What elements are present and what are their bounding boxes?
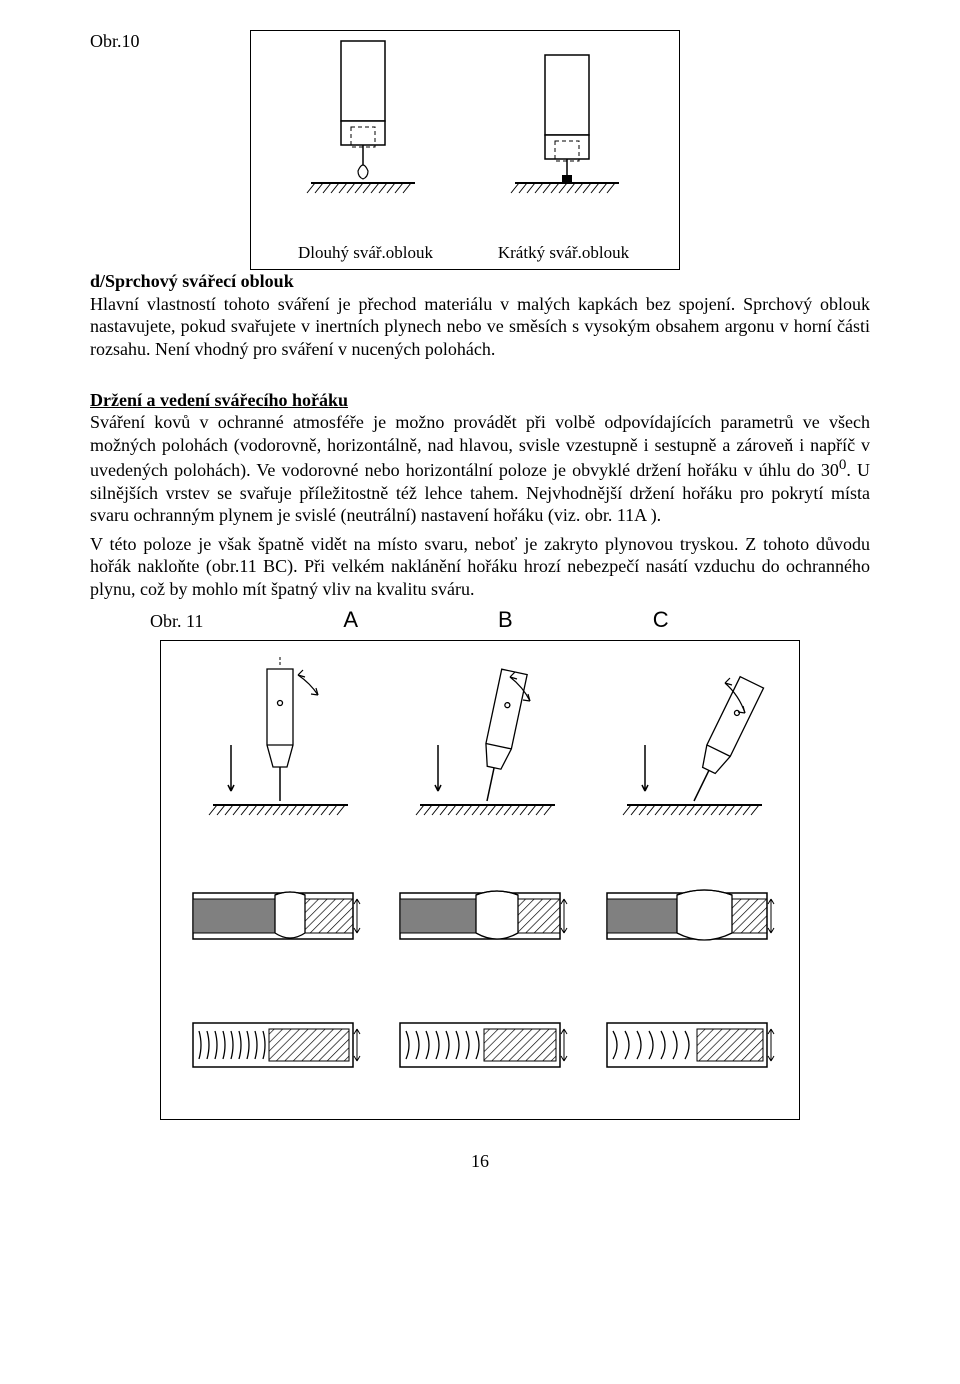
torch-long-arc-svg: [293, 37, 433, 217]
fig11-c-torch: [597, 655, 777, 845]
section-hold-body1: Sváření kovů v ochranné atmosféře je mož…: [90, 412, 870, 480]
torch-short-arc-svg: [497, 37, 637, 217]
torch-short-arc: [482, 37, 652, 217]
page: Obr.10: [0, 0, 960, 1212]
figure-11-header: Obr. 11 A B C: [150, 606, 870, 634]
section-hold-body2: V této poloze je však špatně vidět na mí…: [90, 533, 870, 601]
figure-10-wrap: Obr.10: [90, 30, 870, 270]
fig11-a-section: [183, 873, 363, 963]
figure-10-box: Dlouhý svář.oblouk Krátký svář.oblouk: [250, 30, 680, 270]
fig11-a-side: [183, 1001, 363, 1091]
caption-long-arc: Dlouhý svář.oblouk: [281, 242, 451, 263]
figure-11-box: [160, 640, 800, 1120]
section-d: d/Sprchový svářecí oblouk Hlavní vlastno…: [90, 270, 870, 360]
figure-10-row: [261, 37, 669, 217]
figure-10-label: Obr.10: [90, 30, 140, 53]
figure-11-letter-b: B: [498, 606, 513, 634]
fig11-c-section: [597, 873, 777, 963]
caption-short-arc: Krátký svář.oblouk: [479, 242, 649, 263]
page-number: 16: [90, 1150, 870, 1173]
section-d-heading: d/Sprchový svářecí oblouk: [90, 271, 294, 291]
fig11-b-side: [390, 1001, 570, 1091]
fig11-b-section: [390, 873, 570, 963]
section-d-body: Hlavní vlastností tohoto sváření je přec…: [90, 294, 870, 359]
torch-long-arc: [278, 37, 448, 217]
figure-11-letter-a: A: [343, 606, 358, 634]
figure-10-captions: Dlouhý svář.oblouk Krátký svář.oblouk: [261, 242, 669, 265]
section-hold-heading: Držení a vedení svářecího hořáku: [90, 390, 348, 410]
figure-11-letter-c: C: [653, 606, 669, 634]
figure-11-label: Obr. 11: [150, 610, 203, 633]
fig11-c-side: [597, 1001, 777, 1091]
fig11-a-torch: [183, 655, 363, 845]
section-hold: Držení a vedení svářecího hořáku Sváření…: [90, 389, 870, 527]
fig11-b-torch: [390, 655, 570, 845]
